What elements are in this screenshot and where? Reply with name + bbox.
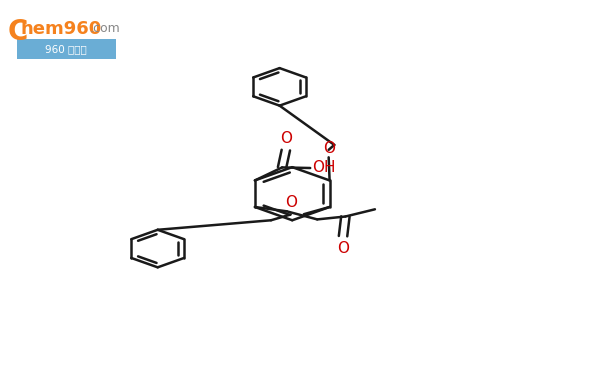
- Text: O: O: [322, 141, 335, 156]
- Text: C: C: [7, 18, 28, 46]
- Text: O: O: [285, 195, 296, 210]
- Bar: [17, 39, 116, 59]
- Text: OH: OH: [313, 160, 336, 175]
- Text: hem960: hem960: [20, 20, 102, 38]
- Text: 960 化工网: 960 化工网: [45, 44, 87, 54]
- Text: O: O: [280, 131, 292, 146]
- Text: .com: .com: [90, 22, 120, 35]
- Text: O: O: [338, 242, 350, 256]
